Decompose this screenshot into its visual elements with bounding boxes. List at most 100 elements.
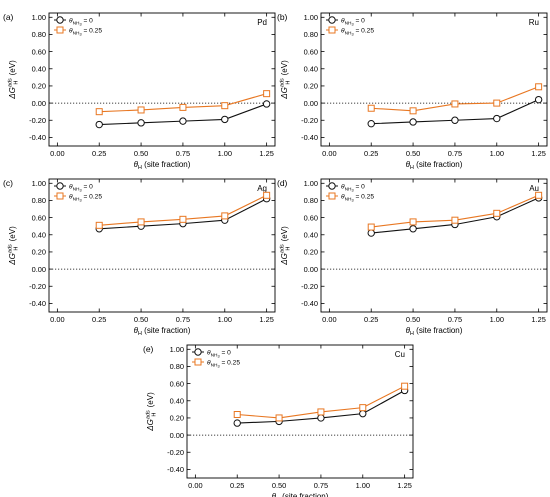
x-tick-label: 1.00: [356, 481, 370, 490]
legend-label: θNH3 = 0.25: [341, 28, 374, 37]
y-tick-label: 0.80: [304, 196, 318, 205]
y-tick-label: 0.40: [304, 64, 318, 73]
y-tick-label: -0.40: [167, 465, 184, 474]
data-point-series-1: [233, 419, 241, 427]
x-tick-label: 1.00: [490, 149, 504, 158]
chart-panel-ru: (b) -0.40 -0.20 0.00 0.20 0.40 0.60 0.80 1.00 0.0…: [277, 12, 548, 171]
legend-label: θNH3 = 0: [69, 184, 93, 193]
legend-marker: [56, 26, 64, 34]
metal-label: Ru: [529, 18, 539, 27]
y-tick-label: 1.00: [32, 179, 46, 188]
data-point-series-2: [179, 103, 187, 111]
x-tick-label: 0.25: [364, 149, 378, 158]
x-axis-label: θH (site fraction): [406, 160, 463, 171]
y-tick-label: 0.20: [32, 248, 46, 257]
y-tick-label: 1.00: [304, 179, 318, 188]
x-tick-label: 1.00: [490, 315, 504, 324]
data-point-series-1: [359, 409, 367, 418]
legend-marker: [56, 16, 64, 24]
legend-marker: [56, 182, 64, 190]
legend-label: θNH3 = 0: [69, 18, 93, 27]
x-tick-label: 1.25: [397, 481, 411, 490]
x-tick-label: 1.25: [259, 149, 273, 158]
y-tick-label: -0.40: [301, 299, 318, 308]
panel-label: (d): [277, 178, 288, 188]
y-tick-label: 0.60: [304, 213, 318, 222]
data-point-series-1: [367, 229, 375, 237]
legend-marker: [194, 348, 202, 356]
x-tick-label: 1.00: [218, 149, 232, 158]
data-point-series-2: [233, 411, 241, 419]
panel-label: (b): [277, 12, 288, 22]
data-point-series-2: [451, 216, 459, 224]
data-point-series-2: [221, 102, 229, 110]
x-tick-label: 0.25: [230, 481, 244, 490]
x-tick-label: 0.25: [92, 149, 106, 158]
data-point-series-1: [317, 414, 325, 422]
x-tick-label: 0.75: [176, 315, 190, 324]
data-point-series-2: [137, 106, 145, 114]
legend-label: θNH3 = 0: [341, 184, 365, 193]
data-point-series-1: [534, 95, 543, 104]
y-tick-label: 1.00: [32, 13, 46, 22]
x-tick-label: 0.75: [448, 149, 462, 158]
data-point-series-1: [451, 116, 459, 124]
chart-panel-au: (d) -0.40 -0.20 0.00 0.20 0.40 0.60 0.80 1.00 0.0…: [277, 178, 548, 337]
panel-label: (e): [143, 344, 154, 354]
data-point-series-1: [367, 119, 375, 128]
x-tick-label: 1.00: [218, 315, 232, 324]
x-tick-label: 0.50: [134, 149, 148, 158]
data-point-series-2: [263, 90, 271, 98]
y-axis-label: ΔGadsH (eV): [146, 392, 158, 432]
data-point-series-1: [179, 117, 187, 125]
x-tick-label: 1.25: [259, 315, 273, 324]
data-point-series-2: [451, 100, 459, 108]
x-axis-label: θH (site fraction): [272, 492, 329, 497]
x-tick-label: 0.50: [406, 315, 420, 324]
metal-label: Au: [529, 184, 539, 193]
x-axis-label: θH (site fraction): [134, 160, 191, 171]
y-tick-label: 0.00: [304, 265, 318, 274]
data-point-series-2: [137, 218, 145, 226]
plot-frame: [48, 12, 276, 147]
y-tick-label: 0.80: [170, 362, 184, 371]
y-tick-label: 0.00: [304, 99, 318, 108]
chart-panel-ag: (c) -0.40 -0.20 0.00 0.20 0.40 0.60 0.80 1.00 0.0…: [3, 178, 276, 337]
x-tick-label: 0.75: [314, 481, 328, 490]
y-tick-label: 0.40: [32, 230, 46, 239]
metal-label: Ag: [257, 184, 267, 193]
data-point-series-2: [493, 99, 501, 107]
chart-panel-pd: (a) -0.40 -0.20 0.00 0.20 0.40 0.60 0.80 1.00 0.0…: [3, 12, 276, 171]
plot-frame: [320, 12, 548, 147]
x-tick-label: 0.00: [322, 149, 336, 158]
y-tick-label: -0.20: [29, 282, 46, 291]
y-tick-label: 0.20: [32, 82, 46, 91]
x-axis-label: θH (site fraction): [406, 326, 463, 337]
data-point-series-1: [262, 100, 271, 108]
data-point-series-1: [95, 120, 103, 129]
metal-label: Cu: [395, 350, 405, 359]
panel-label: (a): [3, 12, 14, 22]
data-point-series-2: [221, 212, 229, 220]
x-tick-label: 0.50: [406, 149, 420, 158]
data-point-series-2: [95, 108, 103, 116]
data-point-series-2: [367, 223, 375, 231]
y-axis-label: ΔGadsH (eV): [8, 60, 20, 100]
y-tick-label: -0.40: [29, 133, 46, 142]
legend-marker: [328, 26, 336, 34]
data-point-series-2: [409, 218, 417, 226]
data-point-series-1: [409, 118, 417, 126]
plot-frame: [186, 344, 414, 479]
x-tick-label: 1.25: [531, 149, 545, 158]
y-tick-label: -0.20: [167, 448, 184, 457]
x-tick-label: 0.75: [448, 315, 462, 324]
y-tick-label: 1.00: [304, 13, 318, 22]
data-point-series-2: [401, 382, 409, 390]
y-tick-label: -0.20: [301, 282, 318, 291]
x-tick-label: 0.50: [134, 315, 148, 324]
legend-label: θNH3 = 0.25: [341, 194, 374, 203]
chart-panel-cu: (e) -0.40 -0.20 0.00 0.20 0.40 0.60 0.80 1.00 0.0…: [143, 344, 414, 497]
y-tick-label: 0.20: [304, 82, 318, 91]
data-point-series-2: [359, 404, 367, 412]
